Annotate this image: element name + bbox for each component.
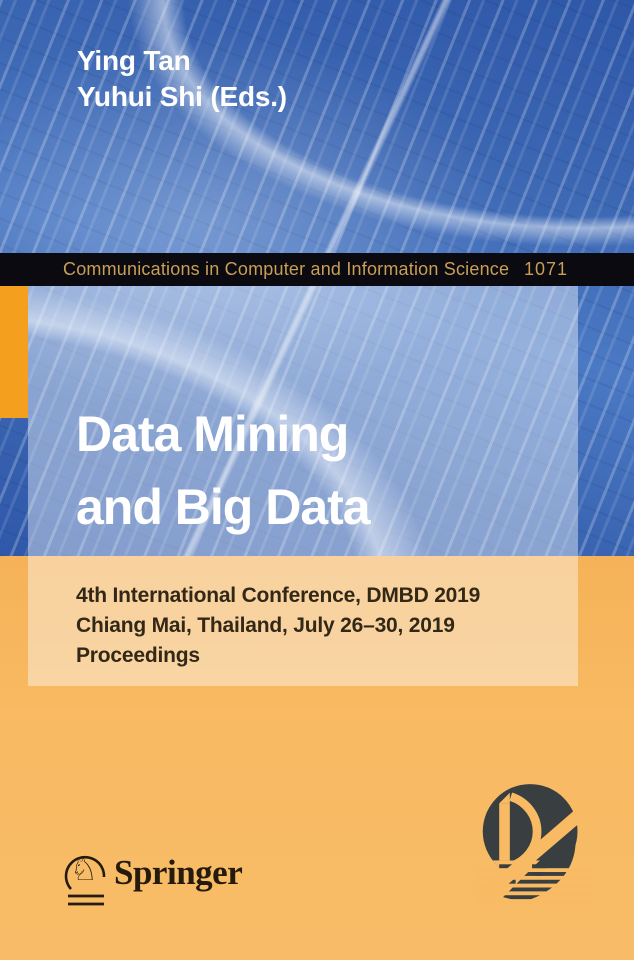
springer-horse-frame [64, 855, 106, 906]
subtitle-line-2: Chiang Mai, Thailand, July 26–30, 2019 [76, 614, 455, 637]
springer-wordmark: Springer [114, 853, 243, 892]
editor-line-1: Ying Tan [77, 45, 191, 76]
book-title: Data Mining and Big Data [76, 398, 371, 544]
book-subtitle: 4th International Conference, DMBD 2019 … [76, 581, 480, 671]
knight-glyph: ♘ [70, 852, 98, 888]
series-title: Communications in Computer and Informati… [63, 259, 510, 279]
editor-line-2: Yuhui Shi (Eds.) [77, 81, 287, 112]
series-volume-number: 1071 [524, 259, 569, 279]
translucent-center-panel [28, 286, 578, 686]
editors-block: Ying Tan Yuhui Shi (Eds.) [77, 43, 287, 115]
spine-orange-strip [0, 286, 28, 418]
subtitle-line-1: 4th International Conference, DMBD 2019 [76, 584, 481, 607]
dmbd-logo-icon [474, 783, 592, 906]
book-title-line-2: and Big Data [76, 479, 371, 535]
springer-horse-icon: ♘ [62, 852, 108, 910]
book-title-line-1: Data Mining [76, 406, 349, 462]
series-band: Communications in Computer and Informati… [0, 253, 634, 286]
springer-logo: ♘ Springer [62, 852, 322, 914]
subtitle-line-3: Proceedings [76, 644, 200, 667]
